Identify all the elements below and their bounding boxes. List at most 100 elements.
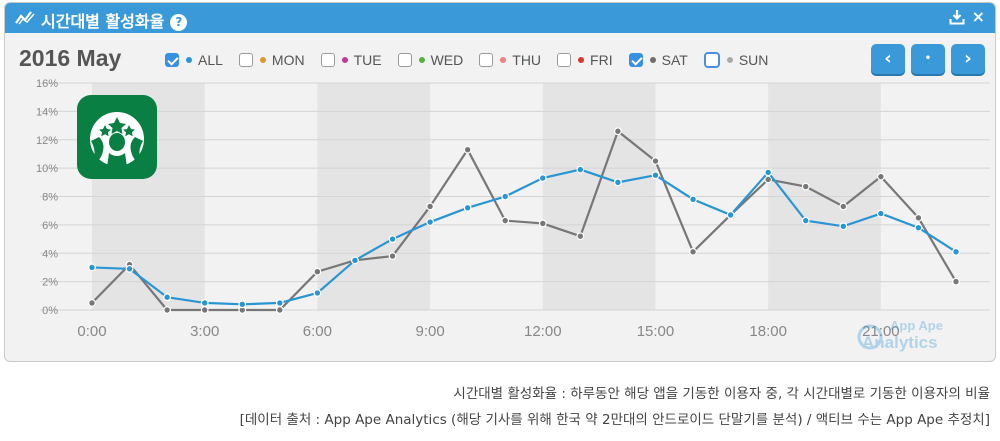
- legend-item-mon[interactable]: MON: [238, 52, 305, 68]
- point-all-12: [538, 174, 547, 182]
- legend-item-sat[interactable]: SAT: [628, 52, 688, 68]
- point-sat-16: [689, 247, 697, 256]
- point-all-4: [238, 300, 247, 309]
- checkbox-sat[interactable]: [628, 53, 643, 67]
- point-all-3: [200, 299, 209, 307]
- y-tick-label-8: 16%: [36, 78, 58, 90]
- y-tick-label-4: 8%: [42, 192, 58, 204]
- checkbox-tue[interactable]: [320, 53, 335, 67]
- next-month-button[interactable]: ›: [951, 44, 985, 74]
- legend-dot-tue: [341, 57, 348, 63]
- watermark-line2: Analytics: [862, 333, 938, 352]
- point-all-22: [914, 223, 923, 232]
- point-sat-0: [88, 299, 96, 307]
- close-icon[interactable]: ×: [971, 7, 985, 26]
- chevron-right-icon: ›: [964, 48, 972, 69]
- checkbox-all[interactable]: [165, 53, 179, 67]
- dot-icon: •: [924, 53, 932, 64]
- point-all-0: [88, 263, 96, 272]
- point-sat-19: [801, 182, 810, 191]
- point-all-10: [463, 203, 472, 212]
- legend-item-all[interactable]: ALL: [165, 52, 223, 68]
- point-all-7: [351, 256, 359, 265]
- point-sat-10: [463, 145, 472, 154]
- point-sat-13: [576, 232, 585, 241]
- y-tick-label-2: 4%: [42, 248, 58, 260]
- point-sat-2: [163, 306, 172, 314]
- legend-label-sat: SAT: [661, 52, 688, 68]
- point-sat-9: [426, 202, 434, 211]
- legend-label-fri: FRI: [590, 52, 613, 68]
- x-tick-label-4: 12:00: [524, 323, 562, 340]
- point-all-1: [125, 264, 134, 273]
- checkbox-wed[interactable]: [397, 53, 412, 67]
- point-all-5: [275, 299, 284, 307]
- caption-line-2: [데이터 출처 : App Ape Analytics (해당 기사를 위해 한…: [239, 412, 990, 428]
- y-tick-label-5: 10%: [36, 163, 58, 175]
- trend-icon: [15, 11, 35, 25]
- legend-dot-sun: [726, 57, 733, 63]
- point-sat-15: [651, 157, 660, 165]
- point-all-13: [576, 165, 585, 174]
- y-tick-label-1: 2%: [42, 277, 58, 289]
- x-tick-label-6: 18:00: [749, 323, 787, 340]
- legend-item-wed[interactable]: WED: [397, 52, 464, 68]
- point-all-18: [764, 168, 773, 177]
- x-tick-label-0: 0:00: [77, 323, 106, 340]
- legend-item-tue[interactable]: TUE: [320, 52, 382, 68]
- watermark: App Ape Analytics: [857, 318, 943, 352]
- point-sat-8: [388, 252, 397, 260]
- legend: ALL MON TUE WED THU FRI SAT SUN: [165, 49, 784, 71]
- y-tick-label-3: 6%: [42, 220, 58, 232]
- series-line-sat: [91, 129, 957, 312]
- point-sat-3: [200, 306, 209, 314]
- legend-dot-wed: [418, 57, 425, 63]
- checkbox-thu[interactable]: [479, 53, 494, 67]
- legend-label-mon: MON: [271, 52, 305, 68]
- download-icon[interactable]: [949, 9, 965, 25]
- y-tick-label-0: 0%: [42, 305, 58, 317]
- point-all-14: [614, 178, 622, 187]
- point-all-16: [689, 195, 697, 204]
- point-all-23: [952, 247, 960, 256]
- legend-label-sun: SUN: [738, 52, 769, 68]
- legend-label-tue: TUE: [353, 52, 382, 68]
- legend-item-sun[interactable]: SUN: [703, 52, 769, 68]
- point-all-15: [651, 171, 660, 180]
- point-sat-12: [538, 219, 547, 228]
- legend-item-thu[interactable]: THU: [479, 52, 541, 68]
- starbucks-app-icon: [77, 95, 157, 179]
- point-sat-11: [501, 216, 510, 225]
- x-tick-label-3: 9:00: [415, 323, 444, 340]
- current-month-button[interactable]: •: [911, 44, 945, 74]
- watermark-line1: App Ape: [890, 318, 943, 333]
- point-sat-21: [876, 172, 885, 181]
- legend-label-wed: WED: [430, 52, 464, 68]
- series-line-all: [91, 168, 957, 306]
- x-tick-label-7: 21:00: [862, 323, 900, 340]
- point-all-6: [313, 289, 322, 297]
- point-all-17: [726, 211, 735, 219]
- point-sat-20: [839, 202, 848, 211]
- point-all-20: [839, 222, 848, 231]
- y-tick-label-6: 12%: [36, 135, 58, 147]
- checkbox-mon[interactable]: [238, 53, 253, 67]
- legend-dot-mon: [259, 57, 266, 63]
- point-sat-5: [275, 306, 284, 314]
- point-sat-23: [952, 277, 960, 286]
- help-icon[interactable]: ?: [170, 14, 188, 31]
- legend-dot-all: [186, 57, 192, 63]
- point-all-21: [876, 209, 885, 218]
- point-all-9: [426, 218, 434, 226]
- point-sat-14: [614, 127, 622, 136]
- checkbox-fri[interactable]: [557, 53, 572, 67]
- legend-item-fri[interactable]: FRI: [557, 52, 613, 68]
- checkbox-sun[interactable]: [703, 52, 720, 68]
- legend-label-all: ALL: [198, 52, 223, 68]
- point-sat-18: [764, 175, 773, 184]
- point-sat-6: [313, 267, 322, 276]
- widget-title: 시간대별 활성화율?: [41, 8, 188, 32]
- prev-month-button[interactable]: ‹: [871, 44, 905, 74]
- series-layer: [88, 127, 960, 314]
- x-tick-label-2: 6:00: [303, 323, 332, 340]
